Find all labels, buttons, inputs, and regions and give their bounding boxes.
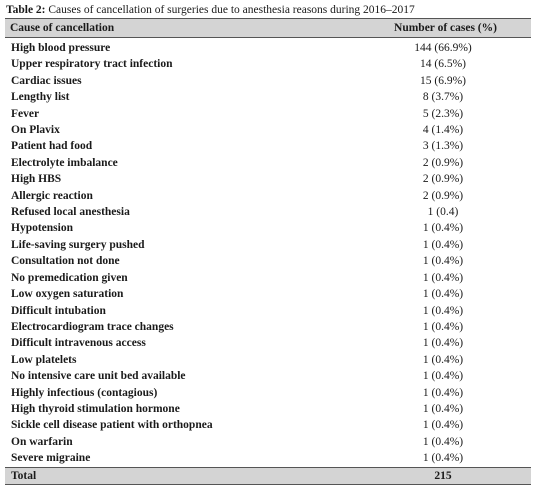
table-row: Allergic reaction 2 (0.9%) <box>5 188 531 204</box>
table-row: Refused local anesthesia 1 (0.4) <box>5 204 531 220</box>
cause-cell: Difficult intubation <box>11 304 106 317</box>
cases-cell: 1 (0.4%) <box>422 271 464 284</box>
cause-cell: Life-saving surgery pushed <box>11 238 145 251</box>
cases-cell: 2 (0.9%) <box>422 156 464 169</box>
table-row: Lengthy list 8 (3.7%) <box>5 89 531 105</box>
table-row: High thyroid stimulation hormone 1 (0.4%) <box>5 401 531 417</box>
table-container: Cause of cancellation Number of cases (%… <box>5 18 531 485</box>
table-row: Highly infectious (contagious) 1 (0.4%) <box>5 385 531 401</box>
table-row: No premedication given 1 (0.4%) <box>5 270 531 286</box>
cases-cell: 1 (0.4%) <box>422 386 464 399</box>
table-body: High blood pressure 144 (66.9%) Upper resp… <box>5 38 531 468</box>
cases-cell: 1 (0.4%) <box>422 288 464 301</box>
cases-cell: 2 (0.9%) <box>422 173 464 186</box>
cancellation-causes-table: Cause of cancellation Number of cases (%… <box>5 18 531 485</box>
table-row: Upper respiratory tract infection 14 (6.5… <box>5 56 531 72</box>
table-row: Fever 5 (2.3%) <box>5 106 531 122</box>
table-caption-label: Table 2: <box>6 4 46 16</box>
cases-cell: 1 (0.4%) <box>422 419 464 432</box>
table-row: On Plavix 4 (1.4%) <box>5 122 531 138</box>
cause-cell: Highly infectious (contagious) <box>11 386 158 399</box>
cases-cell: 144 (66.9%) <box>414 42 472 54</box>
table-row: Difficult intubation 1 (0.4%) <box>5 303 531 319</box>
table-row: Low platelets 1 (0.4%) <box>5 352 531 368</box>
total-value: 215 <box>355 466 531 485</box>
cause-cell: Fever <box>11 107 40 120</box>
cases-cell: 1 (0.4%) <box>422 238 464 251</box>
cause-cell: High HBS <box>11 173 62 186</box>
cases-cell: 1 (0.4%) <box>422 435 464 448</box>
cause-cell: Consultation not done <box>11 255 120 268</box>
total-row: Total 215 <box>5 466 531 485</box>
cause-cell: Refused local anesthesia <box>11 206 130 219</box>
cases-cell: 1 (0.4%) <box>422 353 464 366</box>
cases-cell: 3 (1.3%) <box>422 140 464 153</box>
table-row: Sickle cell disease patient with orthopn… <box>5 417 531 433</box>
cause-cell: Severe migraine <box>11 452 91 465</box>
table-row: On warfarin 1 (0.4%) <box>5 434 531 450</box>
cause-cell: Upper respiratory tract infection <box>11 58 173 71</box>
table-row: Severe migraine 1 (0.4%) <box>5 450 531 467</box>
table-row: Electrolyte imbalance 2 (0.9%) <box>5 155 531 171</box>
cause-cell: Sickle cell disease patient with orthopn… <box>11 419 213 432</box>
cases-cell: 15 (6.9%) <box>420 74 466 87</box>
table-footer: Total 215 <box>5 466 531 485</box>
table-row: High blood pressure 144 (66.9%) <box>5 38 531 57</box>
table-row: Electrocardiogram trace changes 1 (0.4%) <box>5 319 531 335</box>
cause-cell: Electrocardiogram trace changes <box>11 320 174 333</box>
cases-cell: 2 (0.9%) <box>422 189 464 202</box>
cause-cell: Difficult intravenous access <box>11 337 146 350</box>
table-row: Cardiac issues 15 (6.9%) <box>5 73 531 89</box>
cause-cell: Electrolyte imbalance <box>11 156 118 169</box>
cause-cell: Allergic reaction <box>11 189 93 202</box>
header-cause: Cause of cancellation <box>5 18 355 38</box>
cause-cell: High thyroid stimulation hormone <box>11 402 180 415</box>
table-row: High HBS 2 (0.9%) <box>5 171 531 187</box>
table-row: Difficult intravenous access 1 (0.4%) <box>5 335 531 351</box>
cases-cell: 1 (0.4%) <box>422 337 464 350</box>
cases-cell: 1 (0.4%) <box>422 452 464 465</box>
header-row: Cause of cancellation Number of cases (%… <box>5 18 531 38</box>
cases-cell: 1 (0.4%) <box>422 402 464 415</box>
cases-cell: 4 (1.4%) <box>422 124 464 137</box>
cause-cell: No premedication given <box>11 271 128 284</box>
table-row: Patient had food 3 (1.3%) <box>5 138 531 154</box>
cases-cell: 1 (0.4%) <box>422 222 464 235</box>
table-row: Consultation not done 1 (0.4%) <box>5 253 531 269</box>
cause-cell: Lengthy list <box>11 91 70 104</box>
cause-cell: On Plavix <box>11 124 60 137</box>
table-caption: Table 2: Causes of cancellation of surge… <box>6 2 415 18</box>
cases-cell: 1 (0.4) <box>427 206 459 219</box>
cases-cell: 5 (2.3%) <box>422 107 464 120</box>
cause-cell: Cardiac issues <box>11 74 82 87</box>
cause-cell: High blood pressure <box>11 42 111 54</box>
total-label: Total <box>5 466 355 485</box>
cases-cell: 1 (0.4%) <box>422 370 464 383</box>
cause-cell: On warfarin <box>11 435 73 448</box>
table-row: Hypotension 1 (0.4%) <box>5 220 531 236</box>
cases-cell: 8 (3.7%) <box>422 91 464 104</box>
table-row: Life-saving surgery pushed 1 (0.4%) <box>5 237 531 253</box>
cases-cell: 1 (0.4%) <box>422 255 464 268</box>
cases-cell: 1 (0.4%) <box>422 320 464 333</box>
cause-cell: No intensive care unit bed available <box>11 370 186 383</box>
cases-cell: 14 (6.5%) <box>420 58 466 71</box>
table-header: Cause of cancellation Number of cases (%… <box>5 18 531 38</box>
cause-cell: Low oxygen saturation <box>11 288 124 301</box>
cause-cell: Patient had food <box>11 140 93 153</box>
cases-cell: 1 (0.4%) <box>422 304 464 317</box>
table-row: Low oxygen saturation 1 (0.4%) <box>5 286 531 302</box>
table-caption-text: Causes of cancellation of surgeries due … <box>45 4 415 16</box>
table-row: No intensive care unit bed available 1 (0… <box>5 368 531 384</box>
cause-cell: Hypotension <box>11 222 73 235</box>
header-cases: Number of cases (%) <box>355 18 531 38</box>
cause-cell: Low platelets <box>11 353 77 366</box>
